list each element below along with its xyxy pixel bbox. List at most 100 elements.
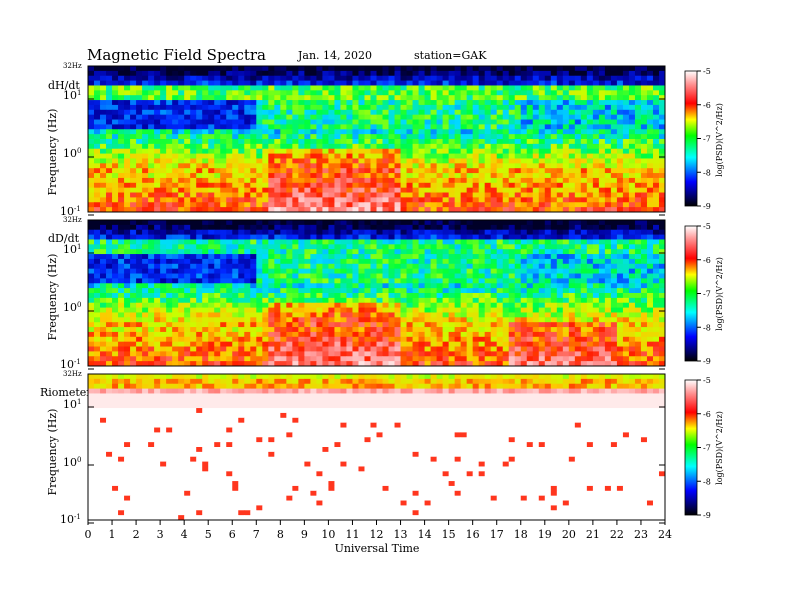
spectrogram-cell xyxy=(646,148,654,154)
spectrogram-cell xyxy=(310,258,317,265)
spectrogram-cell xyxy=(412,177,419,184)
spectrogram-cell xyxy=(514,104,522,111)
spectrogram-cell xyxy=(340,70,347,77)
spectrogram-cell xyxy=(124,182,131,189)
spectrogram-cell xyxy=(316,100,323,106)
spectrogram-cell xyxy=(586,85,594,91)
spectrogram-cell xyxy=(232,168,239,174)
spectrogram-cell xyxy=(124,249,131,255)
spectrogram-cell xyxy=(316,234,323,240)
spectrogram-cell xyxy=(136,202,143,208)
spectrogram-cell xyxy=(328,268,335,274)
spectrogram-cell xyxy=(154,75,161,81)
spectrogram-cell xyxy=(406,124,413,130)
spectrogram-cell xyxy=(520,153,528,159)
spectrogram-cell xyxy=(190,234,197,240)
spectrogram-cell xyxy=(634,95,642,101)
spectrogram-cell xyxy=(550,234,558,240)
spectrogram-cell xyxy=(310,283,317,289)
spectrogram-cell xyxy=(328,244,335,250)
spectrogram-cell xyxy=(526,249,534,255)
spectrogram-cell xyxy=(238,177,245,184)
spectrogram-cell xyxy=(346,302,353,308)
spectrogram-cell xyxy=(556,258,564,265)
spectrogram-cell xyxy=(364,239,371,245)
spectrogram-cell xyxy=(178,75,185,81)
spectrogram-cell xyxy=(586,134,594,140)
spectrogram-cell xyxy=(568,66,576,72)
spectrogram-cell xyxy=(208,173,215,179)
spectrogram-cell xyxy=(550,244,558,250)
spectrogram-cell xyxy=(304,224,311,231)
spectrogram-cell xyxy=(652,244,660,250)
spectrogram-cell xyxy=(250,85,257,91)
spectrogram-cell xyxy=(400,148,407,154)
spectrogram-cell xyxy=(190,258,197,265)
spectrogram-cell xyxy=(208,254,215,260)
spectrogram-cell xyxy=(286,75,293,81)
spectrogram-cell xyxy=(628,153,636,159)
spectrogram-cell xyxy=(562,182,570,189)
spectrogram-cell xyxy=(196,254,203,260)
spectrogram-cell xyxy=(484,302,492,308)
spectrogram-cell xyxy=(160,302,167,308)
spectrogram-cell xyxy=(226,263,233,270)
spectrogram-cell xyxy=(298,90,305,96)
spectrogram-cell xyxy=(244,297,251,304)
spectrogram-cell xyxy=(346,119,353,125)
spectrogram-cell xyxy=(394,254,401,260)
spectrogram-cell xyxy=(190,153,197,159)
spectrogram-cell xyxy=(310,293,317,299)
spectrogram-cell xyxy=(568,177,576,184)
spectrogram-cell xyxy=(358,207,365,213)
spectrogram-cell xyxy=(406,312,413,318)
spectrogram-cell xyxy=(478,148,486,154)
spectrogram-cell xyxy=(262,129,269,135)
spectrogram-cell xyxy=(520,70,528,77)
spectrogram-cell xyxy=(346,322,353,328)
spectrogram-cell xyxy=(100,273,107,279)
spectrogram-cell xyxy=(106,229,113,235)
spectrogram-cell xyxy=(634,224,642,231)
spectrogram-cell xyxy=(262,187,269,193)
spectrogram-cell xyxy=(328,254,335,260)
spectrogram-cell xyxy=(532,192,540,198)
spectrogram-cell xyxy=(310,124,317,130)
spectrogram-cell xyxy=(226,283,233,289)
spectrogram-cell xyxy=(640,244,648,250)
spectrogram-cell xyxy=(256,95,263,101)
spectrogram-cell xyxy=(310,173,317,179)
spectrogram-cell xyxy=(256,124,263,130)
spectrogram-cell xyxy=(352,202,359,208)
spectrogram-cell xyxy=(106,124,113,130)
spectrogram-cell xyxy=(148,158,155,164)
spectrogram-cell xyxy=(436,297,444,304)
spectrogram-cell xyxy=(448,75,456,81)
spectrogram-cell xyxy=(160,182,167,189)
spectrogram-cell xyxy=(124,80,131,86)
spectrogram-cell xyxy=(322,239,329,245)
spectrogram-cell xyxy=(370,322,377,328)
spectrogram-cell xyxy=(568,163,576,169)
spectrogram-cell xyxy=(550,263,558,270)
spectrogram-cell xyxy=(364,234,371,240)
spectrogram-cell xyxy=(142,278,149,284)
spectrogram-cell xyxy=(190,173,197,179)
spectrogram-cell xyxy=(178,239,185,245)
spectrogram-cell xyxy=(412,163,419,169)
spectrogram-cell xyxy=(532,302,540,308)
spectrogram-cell xyxy=(136,322,143,328)
spectrogram-cell xyxy=(316,75,323,81)
spectrogram-cell xyxy=(130,100,137,106)
spectrogram-cell xyxy=(616,139,624,145)
spectrogram-cell xyxy=(262,283,269,289)
spectrogram-cell xyxy=(154,143,161,150)
spectrogram-cell xyxy=(634,75,642,81)
spectrogram-cell xyxy=(106,129,113,135)
spectrogram-cell xyxy=(448,153,456,159)
spectrogram-cell xyxy=(232,177,239,184)
spectrogram-cell xyxy=(112,317,119,323)
spectrogram-cell xyxy=(100,148,107,154)
spectrogram-cell xyxy=(634,66,642,72)
spectrogram-cell xyxy=(292,124,299,130)
